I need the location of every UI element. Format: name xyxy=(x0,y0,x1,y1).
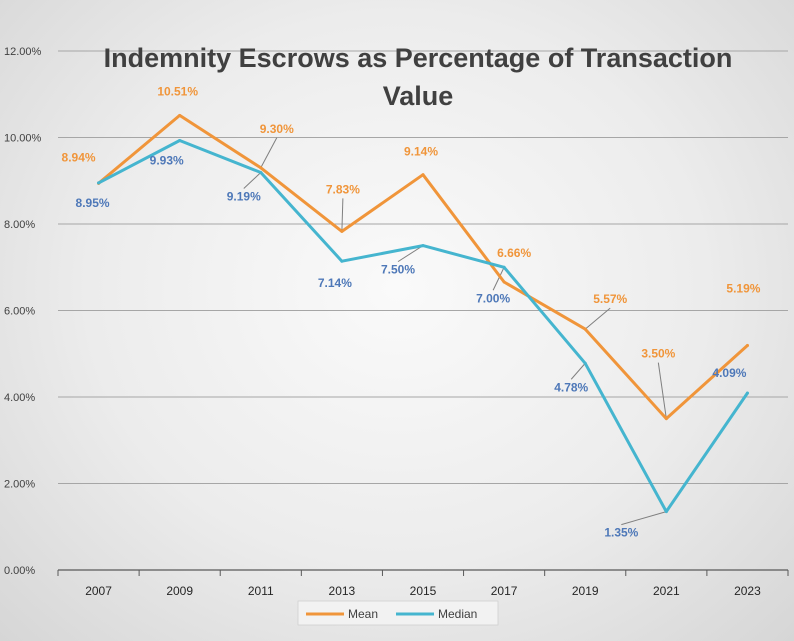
x-tick-label: 2007 xyxy=(85,584,112,598)
legend-label-median: Median xyxy=(438,607,477,621)
data-label-median: 1.35% xyxy=(604,526,638,540)
x-tick-label: 2021 xyxy=(653,584,680,598)
x-tick-label: 2017 xyxy=(491,584,518,598)
data-label-mean: 9.30% xyxy=(260,122,294,136)
label-leader-line xyxy=(657,362,667,419)
label-leader-line xyxy=(243,172,262,189)
data-point-median xyxy=(340,259,344,263)
series-line-mean xyxy=(97,113,749,421)
label-leader-line xyxy=(492,267,505,291)
chart-title: Indemnity Escrows as Percentage of Trans… xyxy=(104,43,733,111)
data-label-mean: 7.83% xyxy=(326,182,360,196)
data-label-mean: 5.19% xyxy=(726,282,760,296)
data-label-mean: 8.94% xyxy=(62,150,96,164)
data-label-mean: 3.50% xyxy=(641,347,675,361)
data-point-median xyxy=(259,171,263,175)
data-label-median: 4.78% xyxy=(554,380,588,394)
data-point-median xyxy=(97,181,101,185)
label-leader-lines xyxy=(243,137,667,526)
y-tick-label: 8.00% xyxy=(4,219,35,231)
y-tick-label: 0.00% xyxy=(4,565,35,577)
data-point-mean xyxy=(421,173,425,177)
y-tick-label: 12.00% xyxy=(4,46,42,58)
data-point-mean xyxy=(583,327,587,331)
gridlines: 0.00% 2.00% 4.00% 6.00% 8.00% 10.00% 12.00% xyxy=(4,46,788,577)
legend: Mean Median xyxy=(297,600,499,626)
data-point-median xyxy=(745,391,749,395)
data-label-mean: 5.57% xyxy=(593,292,627,306)
data-point-mean xyxy=(502,280,506,284)
y-tick-label: 10.00% xyxy=(4,133,42,145)
data-point-mean xyxy=(178,113,182,117)
label-leader-line xyxy=(260,137,278,169)
data-point-mean xyxy=(259,166,263,170)
data-point-mean xyxy=(664,417,668,421)
axes: 2007 2009 2011 2013 2015 2017 2019 2021 2023 xyxy=(57,569,789,598)
data-point-median xyxy=(502,265,506,269)
label-leader-line xyxy=(621,511,667,526)
data-point-mean xyxy=(340,229,344,233)
data-label-median: 4.09% xyxy=(712,366,746,380)
series-line-median xyxy=(97,139,749,514)
data-point-median xyxy=(421,244,425,248)
chart-title-line-1: Indemnity Escrows as Percentage of Trans… xyxy=(104,43,733,73)
data-label-mean: 9.14% xyxy=(404,145,438,159)
y-tick-label: 2.00% xyxy=(4,479,35,491)
x-tick-label: 2013 xyxy=(329,584,356,598)
y-tick-label: 6.00% xyxy=(4,306,35,318)
label-leader-line xyxy=(570,362,586,380)
data-label-mean: 10.51% xyxy=(157,84,198,98)
x-tick-label: 2023 xyxy=(734,584,761,598)
x-tick-label: 2009 xyxy=(166,584,193,598)
x-tick-label: 2015 xyxy=(410,584,437,598)
y-tick-label: 4.00% xyxy=(4,392,35,404)
data-label-median: 9.93% xyxy=(150,154,184,168)
data-point-median xyxy=(178,139,182,143)
data-label-median: 7.00% xyxy=(476,291,510,305)
data-point-median xyxy=(664,510,668,514)
x-tick-label: 2011 xyxy=(248,584,274,598)
data-label-median: 8.95% xyxy=(76,196,110,210)
chart-title-line-2: Value xyxy=(383,81,454,111)
x-tick-label: 2019 xyxy=(572,584,599,598)
data-labels: 8.94% 10.51% 9.30% 7.83% 9.14% 6.66% 5.57% 3.50… xyxy=(62,84,761,539)
data-label-median: 9.19% xyxy=(227,190,261,204)
legend-label-mean: Mean xyxy=(348,607,378,621)
data-label-mean: 6.66% xyxy=(497,246,531,260)
series-lines xyxy=(97,113,749,514)
data-point-mean xyxy=(745,344,749,348)
data-label-median: 7.14% xyxy=(318,276,352,290)
data-point-median xyxy=(583,361,587,365)
label-leader-line xyxy=(584,307,611,330)
label-leader-line xyxy=(341,198,344,232)
data-label-median: 7.50% xyxy=(381,263,415,277)
label-leader-line xyxy=(397,245,424,263)
